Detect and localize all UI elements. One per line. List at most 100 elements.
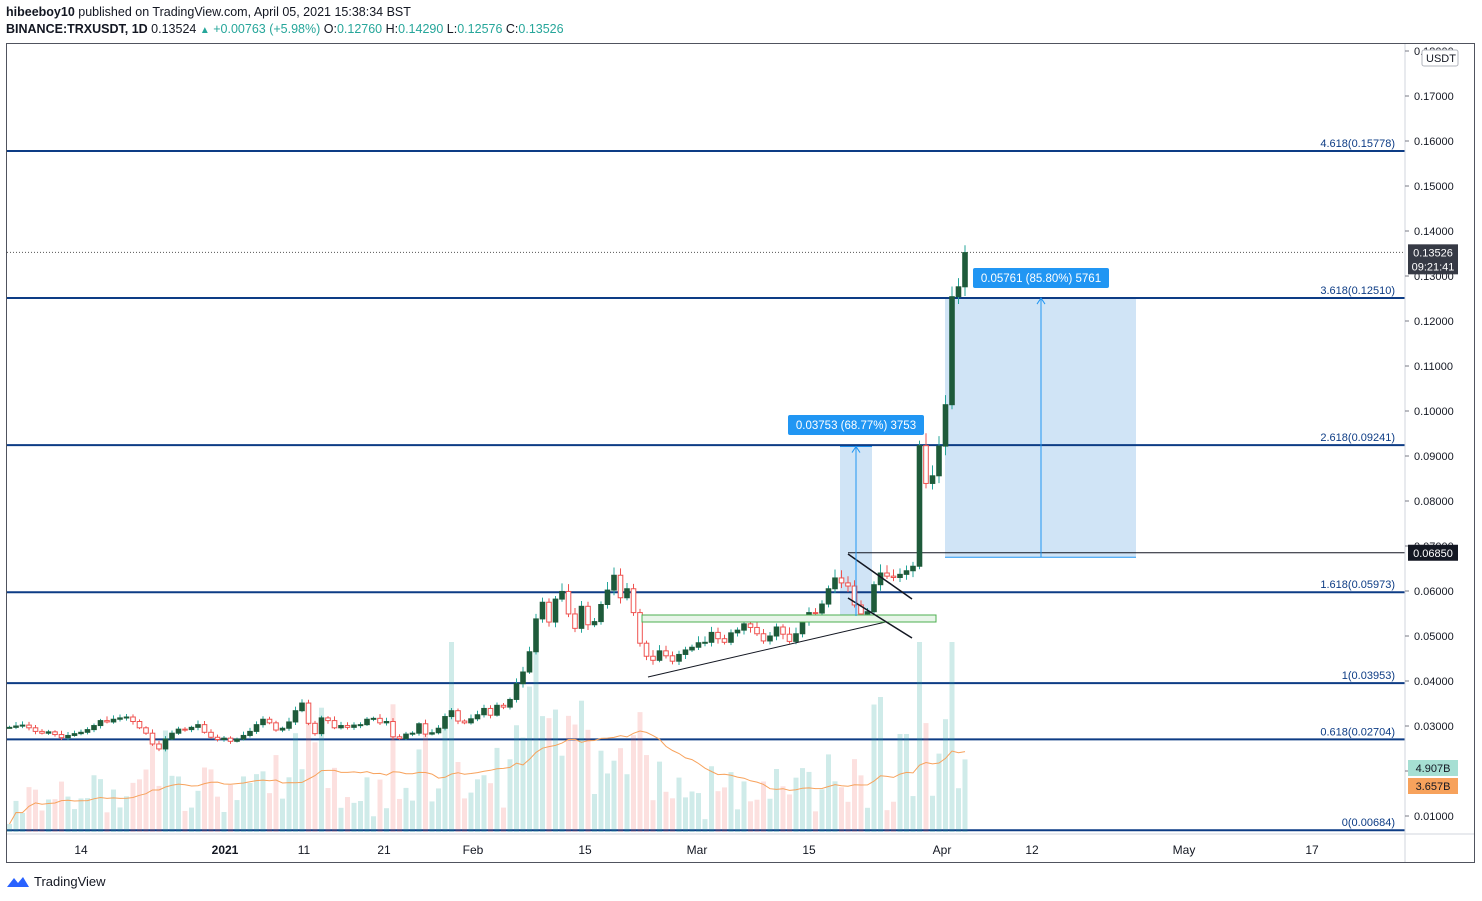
volume-bar xyxy=(696,793,701,832)
candle-body xyxy=(604,589,611,605)
fib-level-label: 0(0.00684) xyxy=(1342,817,1395,829)
candle xyxy=(916,440,923,570)
candle-body xyxy=(617,574,624,599)
candle-body xyxy=(819,603,825,614)
candle-body xyxy=(663,650,669,657)
countdown-tag-text: 09:21:41 xyxy=(1412,261,1455,273)
volume-bar xyxy=(559,755,565,832)
candle-body xyxy=(650,655,656,661)
measurement-label-bg xyxy=(973,268,1109,288)
candle xyxy=(253,721,260,734)
candle xyxy=(955,278,962,305)
volume-bar xyxy=(533,650,539,832)
candle-body xyxy=(812,612,819,615)
footer-brand-label: TradingView xyxy=(34,874,106,889)
y-tick-label: 0.03000 xyxy=(1414,721,1454,733)
candle xyxy=(123,713,130,721)
candle xyxy=(52,730,58,737)
candle xyxy=(422,719,429,737)
candle-body xyxy=(799,620,806,635)
measurement-label: 0.03753 (68.77%) 3753 xyxy=(788,415,924,435)
candle-body xyxy=(760,633,767,642)
candle xyxy=(708,626,715,647)
candle-body xyxy=(552,598,559,623)
candle-body xyxy=(741,623,747,631)
candle-body xyxy=(455,710,461,722)
candle xyxy=(208,729,214,739)
candle xyxy=(240,731,247,741)
candle-body xyxy=(708,631,715,643)
candle-body xyxy=(539,601,546,620)
volume-bar xyxy=(839,787,844,832)
last-price: 0.13524 xyxy=(151,22,197,36)
candle-body xyxy=(773,626,780,637)
support-zone-box xyxy=(641,614,937,623)
y-tick-label: 0.05000 xyxy=(1414,631,1454,643)
volume-tag-bg xyxy=(1408,760,1458,776)
volume-bar xyxy=(878,697,883,832)
volume-bar xyxy=(689,791,695,832)
y-tick-label: 0.06000 xyxy=(1414,586,1454,598)
candle xyxy=(169,730,175,741)
candle-body xyxy=(468,718,474,724)
volume-bar xyxy=(553,709,558,832)
candle-body xyxy=(182,728,188,731)
candle xyxy=(552,595,559,628)
candle xyxy=(702,636,708,647)
symbol-name[interactable]: BINANCE:TRXUSDT, 1D xyxy=(6,22,148,36)
candle-body xyxy=(838,577,845,584)
y-tick-label: 0.04000 xyxy=(1414,676,1454,688)
volume-bar xyxy=(390,704,396,832)
candle xyxy=(149,729,156,746)
candle xyxy=(71,730,78,737)
candle-body xyxy=(65,734,71,739)
volume-bar xyxy=(429,801,435,832)
candle xyxy=(461,719,468,725)
candle-body xyxy=(344,725,351,728)
candle xyxy=(682,646,689,659)
volume-bar xyxy=(163,730,168,832)
candle-body xyxy=(643,642,650,657)
candle xyxy=(604,581,611,609)
volume-bar xyxy=(709,766,714,832)
volume-tag-text: 4.907B xyxy=(1416,763,1451,775)
candle-body xyxy=(962,252,968,288)
measurement-arrowhead xyxy=(851,445,861,453)
candle xyxy=(910,561,916,578)
volume-bar xyxy=(143,769,149,832)
high-value: 0.14290 xyxy=(398,22,444,36)
candle-body xyxy=(793,633,799,642)
volume-bar xyxy=(884,810,890,832)
y-tick-label: 0.16000 xyxy=(1414,136,1454,148)
footer-brand[interactable]: TradingView xyxy=(6,874,106,889)
candle xyxy=(65,732,71,741)
volume-bar xyxy=(949,642,955,832)
candle xyxy=(656,645,663,663)
open-label: O: xyxy=(323,22,337,36)
volume-bar xyxy=(72,809,77,832)
volume-bar xyxy=(780,786,786,832)
candle xyxy=(435,725,442,735)
candle xyxy=(936,436,942,484)
candle xyxy=(162,736,169,752)
candle-body xyxy=(461,720,468,724)
y-tick-label: 0.09000 xyxy=(1414,451,1454,463)
candle-body xyxy=(110,718,117,723)
candle xyxy=(364,717,370,727)
volume-bar xyxy=(462,798,467,832)
candle-body xyxy=(240,734,247,740)
candle xyxy=(409,731,416,737)
candle xyxy=(201,720,208,734)
candle xyxy=(227,736,234,744)
candle xyxy=(526,646,533,674)
candle xyxy=(390,718,396,740)
candle-body xyxy=(32,727,39,732)
candle xyxy=(455,708,461,725)
volume-bar xyxy=(156,785,162,832)
volume-bar xyxy=(397,798,402,832)
fib-level-label: 1(0.03953) xyxy=(1342,670,1395,682)
candle xyxy=(838,570,845,589)
candle xyxy=(19,721,26,729)
volume-bar xyxy=(416,749,422,832)
